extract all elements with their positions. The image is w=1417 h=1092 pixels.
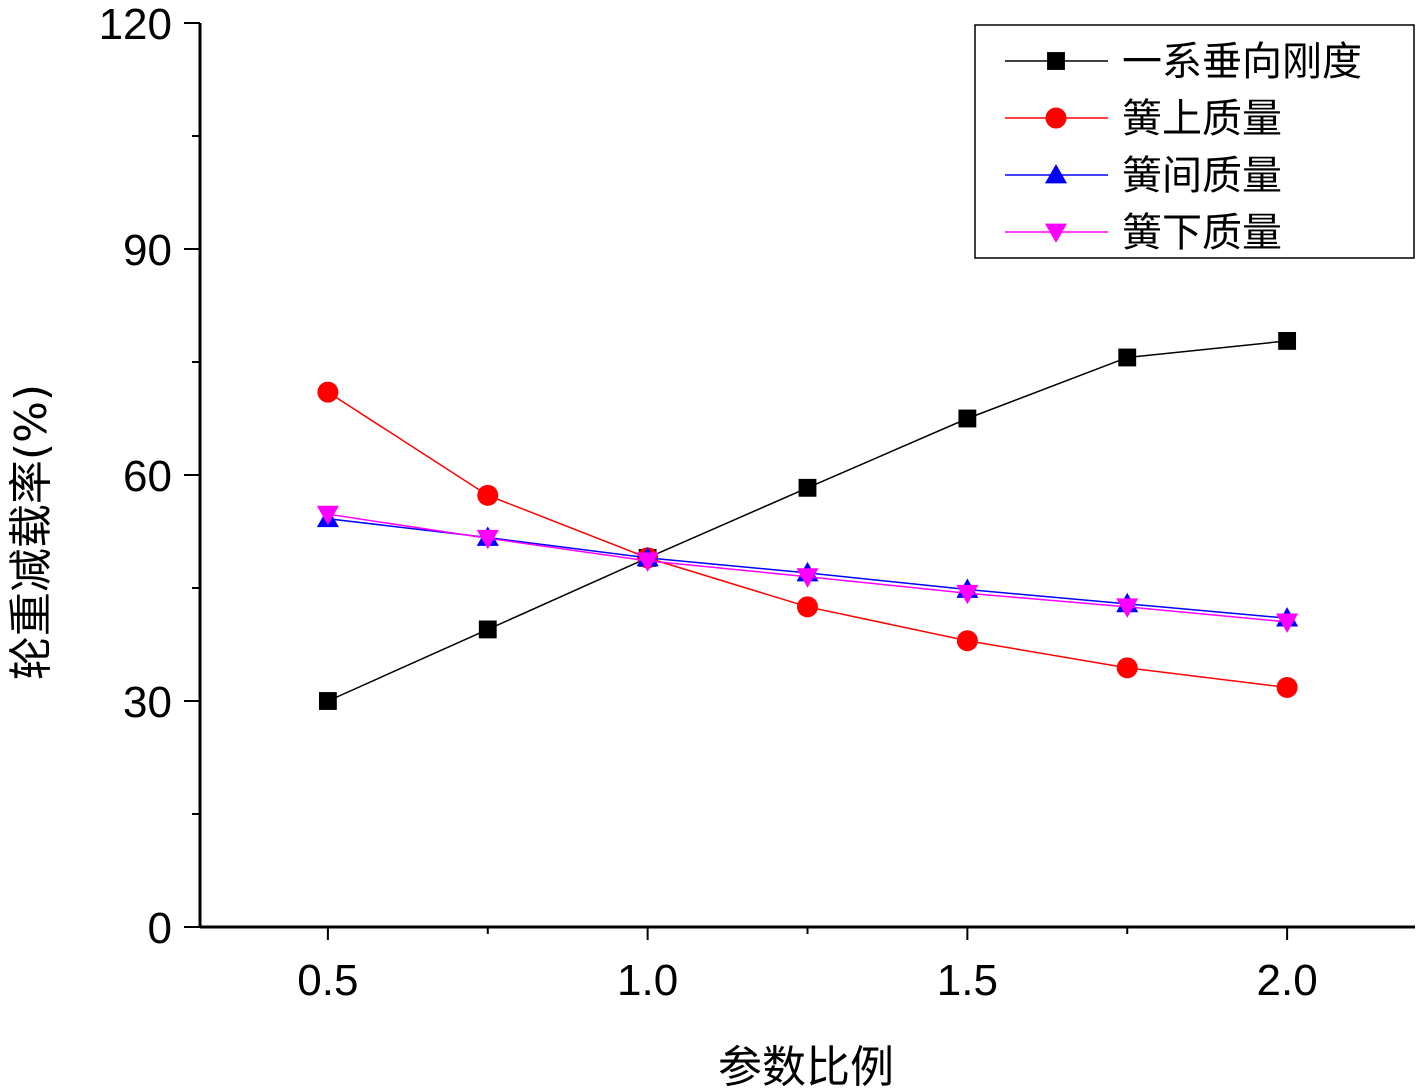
legend-marker (1044, 223, 1068, 244)
legend-marker (1045, 107, 1067, 129)
data-point (796, 568, 819, 588)
series-line (327, 391, 1288, 689)
legend-label: 簧间质量 (1122, 153, 1282, 199)
data-point (478, 620, 497, 639)
series-2 (317, 381, 1298, 698)
data-point (956, 630, 978, 652)
data-point (318, 692, 337, 710)
x-axis-ticks: 0.5 1.0 1.5 2.0 (297, 927, 1318, 1005)
data-point (316, 505, 339, 526)
data-point (317, 381, 339, 403)
series-line (327, 340, 1288, 702)
x-axis-title: 参数比例 (718, 1042, 894, 1092)
y-tick-label: 120 (99, 0, 172, 49)
y-tick-label: 30 (123, 678, 172, 727)
y-tick-label: 0 (148, 904, 172, 953)
data-point (476, 529, 499, 550)
data-point (1278, 331, 1297, 350)
data-point (1118, 348, 1137, 367)
data-point (1116, 598, 1139, 618)
series-layer (316, 331, 1299, 710)
y-tick-label: 60 (123, 452, 172, 501)
data-point (1116, 657, 1138, 679)
data-point (636, 552, 659, 572)
x-tick-label: 1.5 (937, 956, 998, 1005)
data-point (798, 478, 817, 497)
data-point (797, 596, 818, 618)
x-tick-label: 2.0 (1257, 956, 1318, 1005)
legend-label: 一系垂向刚度 (1122, 39, 1362, 85)
x-tick-label: 0.5 (297, 956, 358, 1005)
data-point (1276, 676, 1298, 698)
legend-label: 簧下质量 (1122, 210, 1282, 256)
x-tick-label: 1.0 (617, 956, 678, 1005)
series-1 (318, 331, 1297, 710)
y-tick-label: 90 (123, 226, 172, 275)
series-4 (316, 505, 1299, 633)
y-axis-title: 轮重减载率(%) (6, 384, 57, 680)
y-axis-ticks: 0 30 60 90 120 (99, 0, 200, 953)
data-point (1276, 613, 1299, 633)
data-point (956, 584, 979, 605)
data-point (477, 484, 499, 506)
legend-marker (1047, 52, 1065, 70)
legend-label: 簧上质量 (1122, 96, 1282, 142)
data-point (958, 409, 977, 428)
legend-marker (1044, 163, 1068, 184)
